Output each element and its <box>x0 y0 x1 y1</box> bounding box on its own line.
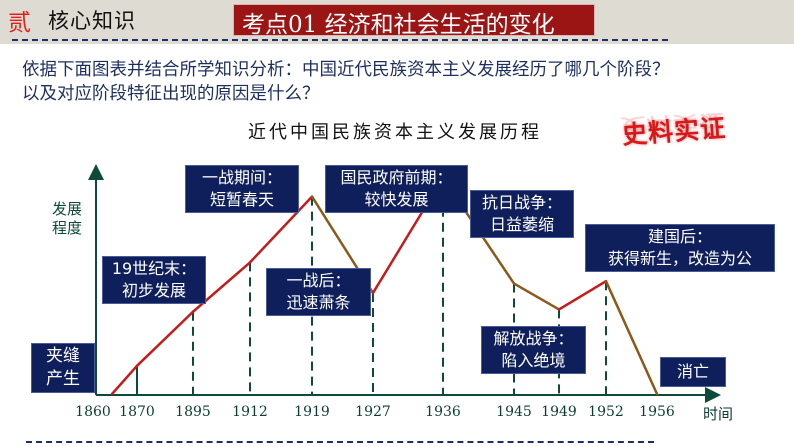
x-tick-label: 1956 <box>639 404 675 420</box>
annotation-box-1860: 夹缝 产生 <box>31 343 95 393</box>
footer-divider <box>26 441 654 443</box>
header-divider <box>12 39 668 41</box>
trend-segment <box>135 310 195 368</box>
topic-banner: 考点01 经济和社会生活的变化 <box>233 4 595 38</box>
x-tick-label: 1919 <box>294 404 330 420</box>
header-bar: 贰 核心知识 考点01 经济和社会生活的变化 <box>0 0 794 44</box>
question-text: 依据下面图表并结合所学知识分析：中国近代民族资本主义发展经历了哪几个阶段？ 以及… <box>22 58 782 106</box>
trend-segment <box>248 195 314 264</box>
section-title: 核心知识 <box>48 9 136 33</box>
y-axis-label: 发展程度 <box>52 200 83 237</box>
x-tick-label: 1949 <box>541 404 577 420</box>
x-tick-label: 1895 <box>175 404 211 420</box>
x-axis-label: 时间 <box>703 405 734 423</box>
annotation-box-prc: 建国后： 获得新生，改造为公 <box>585 224 775 272</box>
annotation-box-nationalist: 国民政府前期： 较快发展 <box>325 165 468 213</box>
question-line-2: 以及对应阶段特征出现的原因是什么？ <box>22 84 320 104</box>
x-tick-label: 1870 <box>119 404 155 420</box>
section-number: 贰 <box>8 10 31 36</box>
x-tick-label: 1927 <box>355 404 391 420</box>
x-tick-label: 1936 <box>425 404 461 420</box>
annotation-box-anti-japan: 抗日战争： 日益萎缩 <box>470 190 574 238</box>
trend-segment <box>110 364 139 396</box>
question-line-1: 依据下面图表并结合所学知识分析：中国近代民族资本主义发展经历了哪几个阶段？ <box>22 60 670 80</box>
x-tick-label: 1952 <box>588 404 624 420</box>
x-tick-label: 1860 <box>75 404 111 420</box>
annotation-box-liberation: 解放战争： 陷入绝境 <box>481 326 586 374</box>
trend-segment <box>512 282 561 311</box>
trend-segment <box>604 279 659 396</box>
x-tick-label: 1945 <box>496 404 532 420</box>
trend-segment <box>557 279 608 311</box>
x-tick-label: 1912 <box>232 404 268 420</box>
annotation-box-ww1: 一战期间： 短暂春天 <box>185 165 299 213</box>
chart-title: 近代中国民族资本主义发展历程 <box>248 122 542 143</box>
annotation-box-post-ww1: 一战后： 迅速萧条 <box>266 268 371 316</box>
topic-label: 考点01 经济和社会生活的变化 <box>242 12 555 38</box>
annotation-box-extinction: 消亡 <box>660 357 726 387</box>
annotation-box-late-19th: 19世纪末： 初步发展 <box>102 256 206 304</box>
